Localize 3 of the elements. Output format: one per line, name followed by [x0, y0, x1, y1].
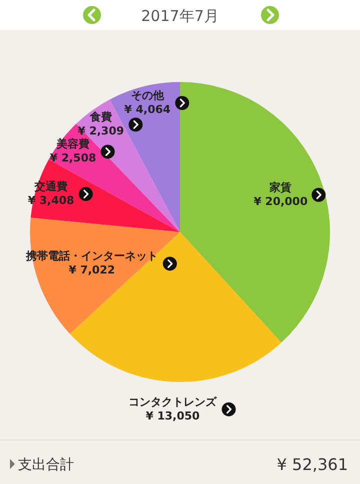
text: ¥ 52,361: [276, 455, 348, 474]
chart-title: 2017年7月: [141, 7, 219, 25]
text: 支出合計: [18, 457, 74, 473]
